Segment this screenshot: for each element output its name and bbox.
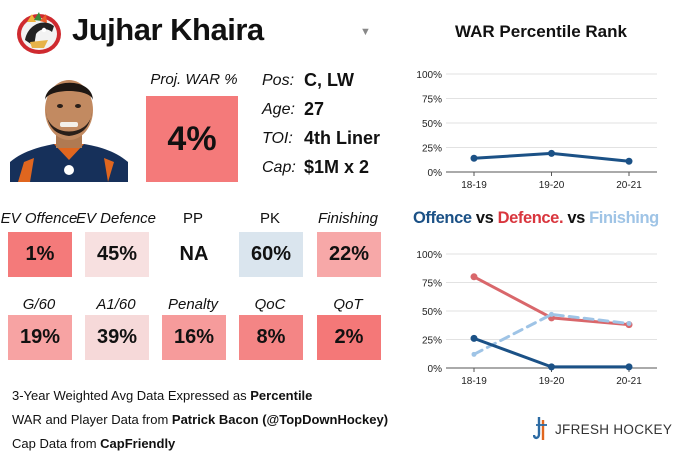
metric-label-finishing: Finishing — [317, 210, 379, 227]
metric-label-penalty: Penalty — [167, 296, 219, 313]
data-point — [470, 334, 478, 342]
footer-line-2: WAR and Player Data from Patrick Bacon (… — [12, 412, 389, 427]
metric-value-finishing: 22% — [317, 232, 381, 277]
metric-value-qot: 2% — [317, 315, 381, 360]
brand-logo: JFRESH HOCKEY — [533, 416, 672, 442]
footer-line-3: Cap Data from CapFriendly — [12, 436, 176, 451]
info-value-age: 27 — [304, 99, 325, 119]
team-logo — [17, 12, 61, 54]
metric-value-ev-defence: 45% — [85, 232, 149, 277]
chart2-title: Offence vs Defence. vs Finishing — [413, 209, 673, 228]
chart2-title-vs-2: vs — [563, 209, 590, 227]
metric-value-a160: 39% — [85, 315, 149, 360]
chart2-title-finishing: Finishing — [589, 209, 659, 227]
brand-mark-icon — [533, 417, 547, 440]
x-tick-label: 18-19 — [461, 180, 487, 191]
chart2-title-defence: Defence. — [497, 209, 564, 227]
x-tick-label: 18-19 — [461, 376, 487, 387]
data-point — [625, 363, 633, 371]
info-label-toi: TOI: — [262, 130, 293, 147]
y-tick-label: 0% — [428, 168, 443, 179]
y-tick-label: 75% — [422, 279, 442, 290]
info-value-pos: C, LW — [304, 70, 354, 90]
x-tick-label: 19-20 — [539, 376, 565, 387]
metric-label-ev-offence: EV Offence — [0, 210, 78, 227]
info-value-cap: $1M x 2 — [304, 157, 370, 177]
y-tick-label: 100% — [416, 70, 442, 81]
metric-value-pp: NA — [162, 232, 226, 277]
y-tick-label: 25% — [422, 144, 442, 155]
data-point — [548, 149, 555, 157]
data-point — [626, 321, 632, 327]
series-line-1-1 — [472, 312, 631, 356]
metric-value-ev-offence: 1% — [8, 232, 72, 277]
y-tick-label: 50% — [422, 119, 442, 130]
info-label-age: Age: — [262, 101, 295, 118]
triangle-down-icon[interactable]: ▼ — [360, 26, 371, 38]
series-line-1-2 — [472, 336, 631, 369]
proj-war-value: 4% — [146, 96, 238, 182]
metric-value-g60: 19% — [8, 315, 72, 360]
chart1-title: WAR Percentile Rank — [455, 22, 627, 41]
proj-war-label: Proj. WAR % — [150, 71, 238, 88]
x-tick-label: 20-21 — [616, 376, 642, 387]
chart2-title-vs-1: vs — [471, 209, 498, 227]
data-point — [548, 363, 555, 371]
metric-label-pp: PP — [182, 210, 203, 227]
info-value-toi: 4th Liner — [304, 128, 381, 148]
metric-label-a160: A1/60 — [96, 296, 136, 313]
war-percentile-chart: 0% 25% 50% 75% 100% 18-19 19-20 20-21 — [416, 70, 657, 191]
chart2-title-offence: Offence — [413, 209, 472, 227]
metric-label-ev-defence: EV Defence — [75, 210, 157, 227]
data-point — [470, 273, 478, 281]
info-label-pos: Pos: — [262, 72, 295, 89]
y-tick-label: 75% — [422, 95, 442, 106]
metric-value-pk: 60% — [239, 232, 303, 277]
player-name: Jujhar Khaira — [72, 12, 264, 47]
metric-label-pk: PK — [259, 210, 280, 227]
metric-value-qoc: 8% — [239, 315, 303, 360]
offence-defence-finishing-chart: 0% 25% 50% 75% 100% 18-19 19-20 20-21 — [416, 250, 657, 387]
data-point — [470, 154, 478, 162]
metric-label-qoc: QoC — [254, 296, 286, 313]
player-photo — [10, 66, 128, 182]
x-tick-label: 20-21 — [616, 180, 642, 191]
y-tick-label: 50% — [422, 307, 442, 318]
metric-label-qot: QoT — [333, 296, 363, 313]
metric-label-g60: G/60 — [22, 296, 56, 313]
metric-value-penalty: 16% — [162, 315, 226, 360]
data-point — [549, 311, 554, 317]
y-tick-label: 0% — [428, 364, 443, 375]
footer-line-1: 3-Year Weighted Avg Data Expressed as Pe… — [12, 388, 313, 403]
data-point — [625, 157, 633, 165]
x-tick-label: 19-20 — [539, 180, 565, 191]
y-tick-label: 25% — [422, 336, 442, 347]
info-label-cap: Cap: — [262, 159, 296, 176]
brand-text: JFRESH HOCKEY — [555, 421, 673, 437]
y-tick-label: 100% — [416, 250, 442, 261]
data-point — [471, 351, 477, 357]
